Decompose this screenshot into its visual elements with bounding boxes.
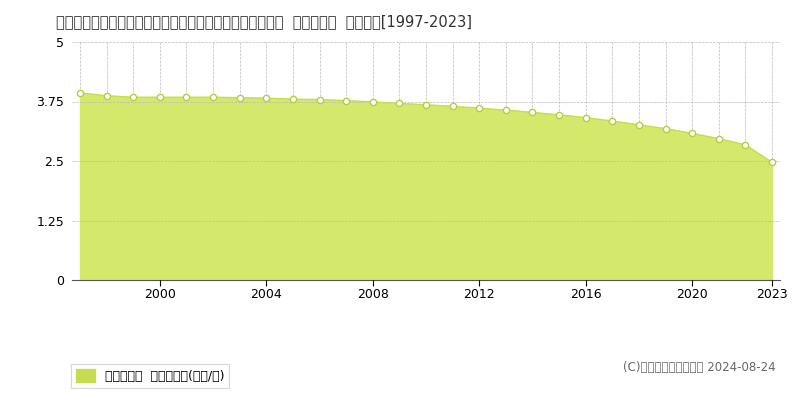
Text: 秋田県南秋田郡五城目町富津内下山内字奈良崎４７番１１  基準地価格  地価推移[1997-2023]: 秋田県南秋田郡五城目町富津内下山内字奈良崎４７番１１ 基準地価格 地価推移[19… [56, 14, 472, 29]
Legend: 基準地価格  平均坪単価(万円/坪): 基準地価格 平均坪単価(万円/坪) [71, 364, 230, 388]
Text: (C)土地価格ドットコム 2024-08-24: (C)土地価格ドットコム 2024-08-24 [623, 361, 776, 374]
